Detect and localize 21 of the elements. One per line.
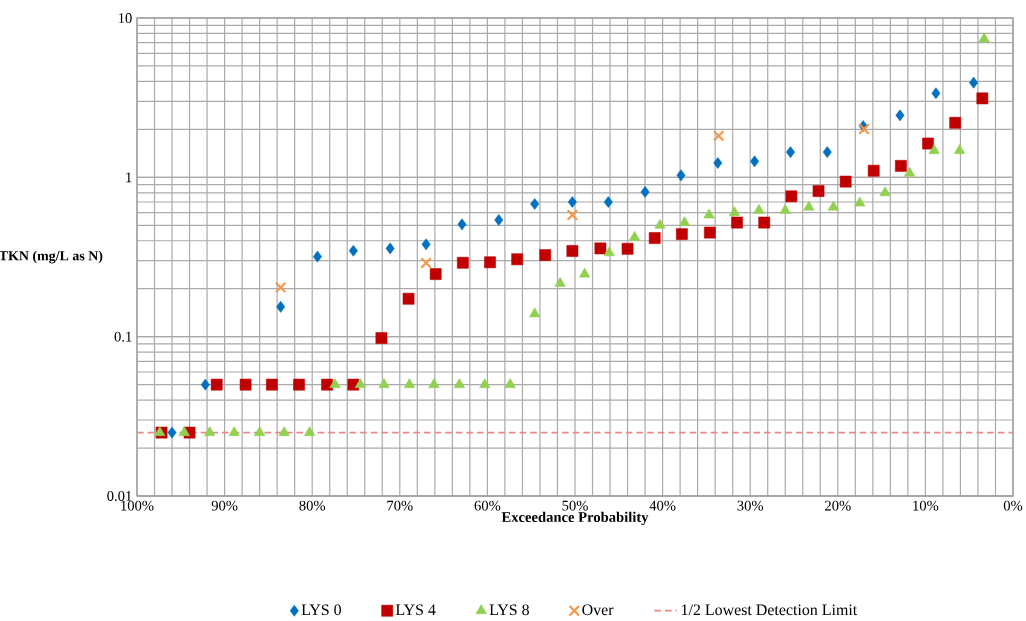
x-tick-label: 50% [562,500,588,511]
x-tick-label: 100% [121,500,154,511]
x-tick-label: 40% [649,500,676,511]
x-tick-label: 80% [299,500,326,511]
legend-label: LYS 0 [301,604,341,616]
x-tick-label: 70% [387,500,413,511]
x-axis-title: Exceedance Probability [501,511,649,526]
legend-label: LYS 8 [489,604,529,616]
x-tick-label: 0% [1003,500,1023,511]
y-tick-label: 10 [118,13,132,23]
x-tick-label: 30% [737,500,764,511]
x-tick-label: 90% [211,500,238,511]
x-tick-label: 20% [825,500,851,511]
y-tick-label: 0.01 [107,491,132,501]
legend-label: Over [582,604,614,616]
y-tick-label: 0.1 [114,331,132,342]
y-tick-label: 1 [126,172,132,183]
x-tick-label: 10% [913,500,939,511]
x-tick-label: 60% [474,500,501,511]
legend-label: LYS 4 [395,604,436,616]
legend-label: 1/2 Lowest Detection Limit [681,604,858,616]
